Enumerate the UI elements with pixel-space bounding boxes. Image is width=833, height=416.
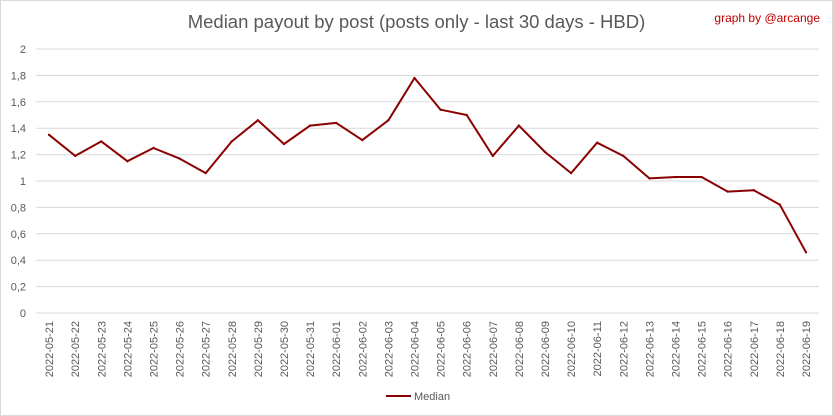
x-tick-label: 2022-06-06 xyxy=(462,321,474,377)
data-point xyxy=(804,251,808,254)
y-tick-label: 1 xyxy=(20,176,26,188)
data-point xyxy=(726,190,729,193)
data-point xyxy=(491,154,494,158)
x-tick-label: 2022-05-24 xyxy=(122,321,134,377)
y-tick-label: 1,8 xyxy=(11,70,26,82)
x-tick-label: 2022-06-10 xyxy=(566,321,578,377)
data-point xyxy=(439,108,442,111)
data-point xyxy=(752,189,755,192)
x-tick-label: 2022-06-16 xyxy=(723,321,735,377)
data-point xyxy=(126,160,129,163)
data-point xyxy=(282,142,286,146)
y-tick-label: 1,6 xyxy=(11,97,26,109)
y-tick-label: 0,4 xyxy=(11,255,26,267)
x-tick-label: 2022-05-28 xyxy=(227,321,239,377)
data-point xyxy=(648,177,651,180)
y-tick-label: 0,6 xyxy=(11,229,26,241)
legend-label: Median xyxy=(414,391,450,403)
x-tick-label: 2022-05-26 xyxy=(175,321,187,377)
x-tick-label: 2022-06-15 xyxy=(697,321,709,377)
x-tick-label: 2022-05-30 xyxy=(279,321,291,377)
y-tick-label: 2 xyxy=(20,44,26,56)
data-point xyxy=(387,119,390,122)
data-point xyxy=(622,154,625,158)
x-tick-label: 2022-06-01 xyxy=(331,321,343,377)
x-tick-label: 2022-05-22 xyxy=(70,321,82,377)
x-tick-label: 2022-06-19 xyxy=(801,321,813,377)
data-point xyxy=(73,154,77,158)
data-point xyxy=(674,175,677,179)
x-tick-label: 2022-06-09 xyxy=(540,321,552,377)
x-tick-label: 2022-05-27 xyxy=(201,321,213,377)
data-point xyxy=(230,140,233,143)
x-tick-label: 2022-06-14 xyxy=(670,321,682,377)
data-point xyxy=(517,124,521,127)
chart-credit: graph by @arcange xyxy=(714,11,820,25)
x-tick-label: 2022-05-21 xyxy=(44,321,56,377)
data-point xyxy=(308,124,312,127)
data-point xyxy=(543,150,547,154)
data-point xyxy=(178,157,181,160)
x-tick-label: 2022-06-18 xyxy=(775,321,787,377)
x-tick-label: 2022-06-07 xyxy=(488,321,500,377)
data-point xyxy=(256,119,260,122)
data-point xyxy=(569,171,573,175)
data-point xyxy=(334,121,338,125)
data-point xyxy=(152,146,155,150)
x-tick-label: 2022-05-25 xyxy=(148,321,160,377)
chart-title: Median payout by post (posts only - last… xyxy=(187,11,646,32)
x-tick-label: 2022-06-08 xyxy=(514,321,526,377)
x-tick-label: 2022-05-23 xyxy=(96,321,108,377)
data-point xyxy=(204,171,207,175)
x-tick-label: 2022-06-04 xyxy=(409,321,421,377)
x-tick-label: 2022-06-13 xyxy=(644,321,656,377)
series-line-median xyxy=(48,77,807,253)
x-tick-label: 2022-05-31 xyxy=(305,321,317,377)
x-tick-label: 2022-06-03 xyxy=(383,321,395,377)
data-point xyxy=(47,133,51,136)
data-point xyxy=(778,203,782,206)
y-tick-label: 1,2 xyxy=(11,150,26,162)
x-tick-label: 2022-06-17 xyxy=(749,321,761,377)
y-tick-label: 1,4 xyxy=(11,123,26,135)
x-tick-label: 2022-06-02 xyxy=(357,321,369,377)
x-tick-label: 2022-06-05 xyxy=(436,321,448,377)
data-point xyxy=(413,76,416,80)
data-point xyxy=(465,113,468,117)
x-tick-label: 2022-05-29 xyxy=(253,321,265,377)
x-tick-label: 2022-06-12 xyxy=(618,321,630,377)
data-point xyxy=(361,138,364,142)
data-point xyxy=(595,141,599,144)
data-point xyxy=(700,175,703,179)
y-tick-label: 0 xyxy=(20,308,26,320)
y-tick-label: 0,2 xyxy=(11,282,26,294)
data-point xyxy=(100,140,103,143)
x-tick-label: 2022-06-11 xyxy=(592,321,604,376)
y-tick-label: 0,8 xyxy=(11,202,26,214)
